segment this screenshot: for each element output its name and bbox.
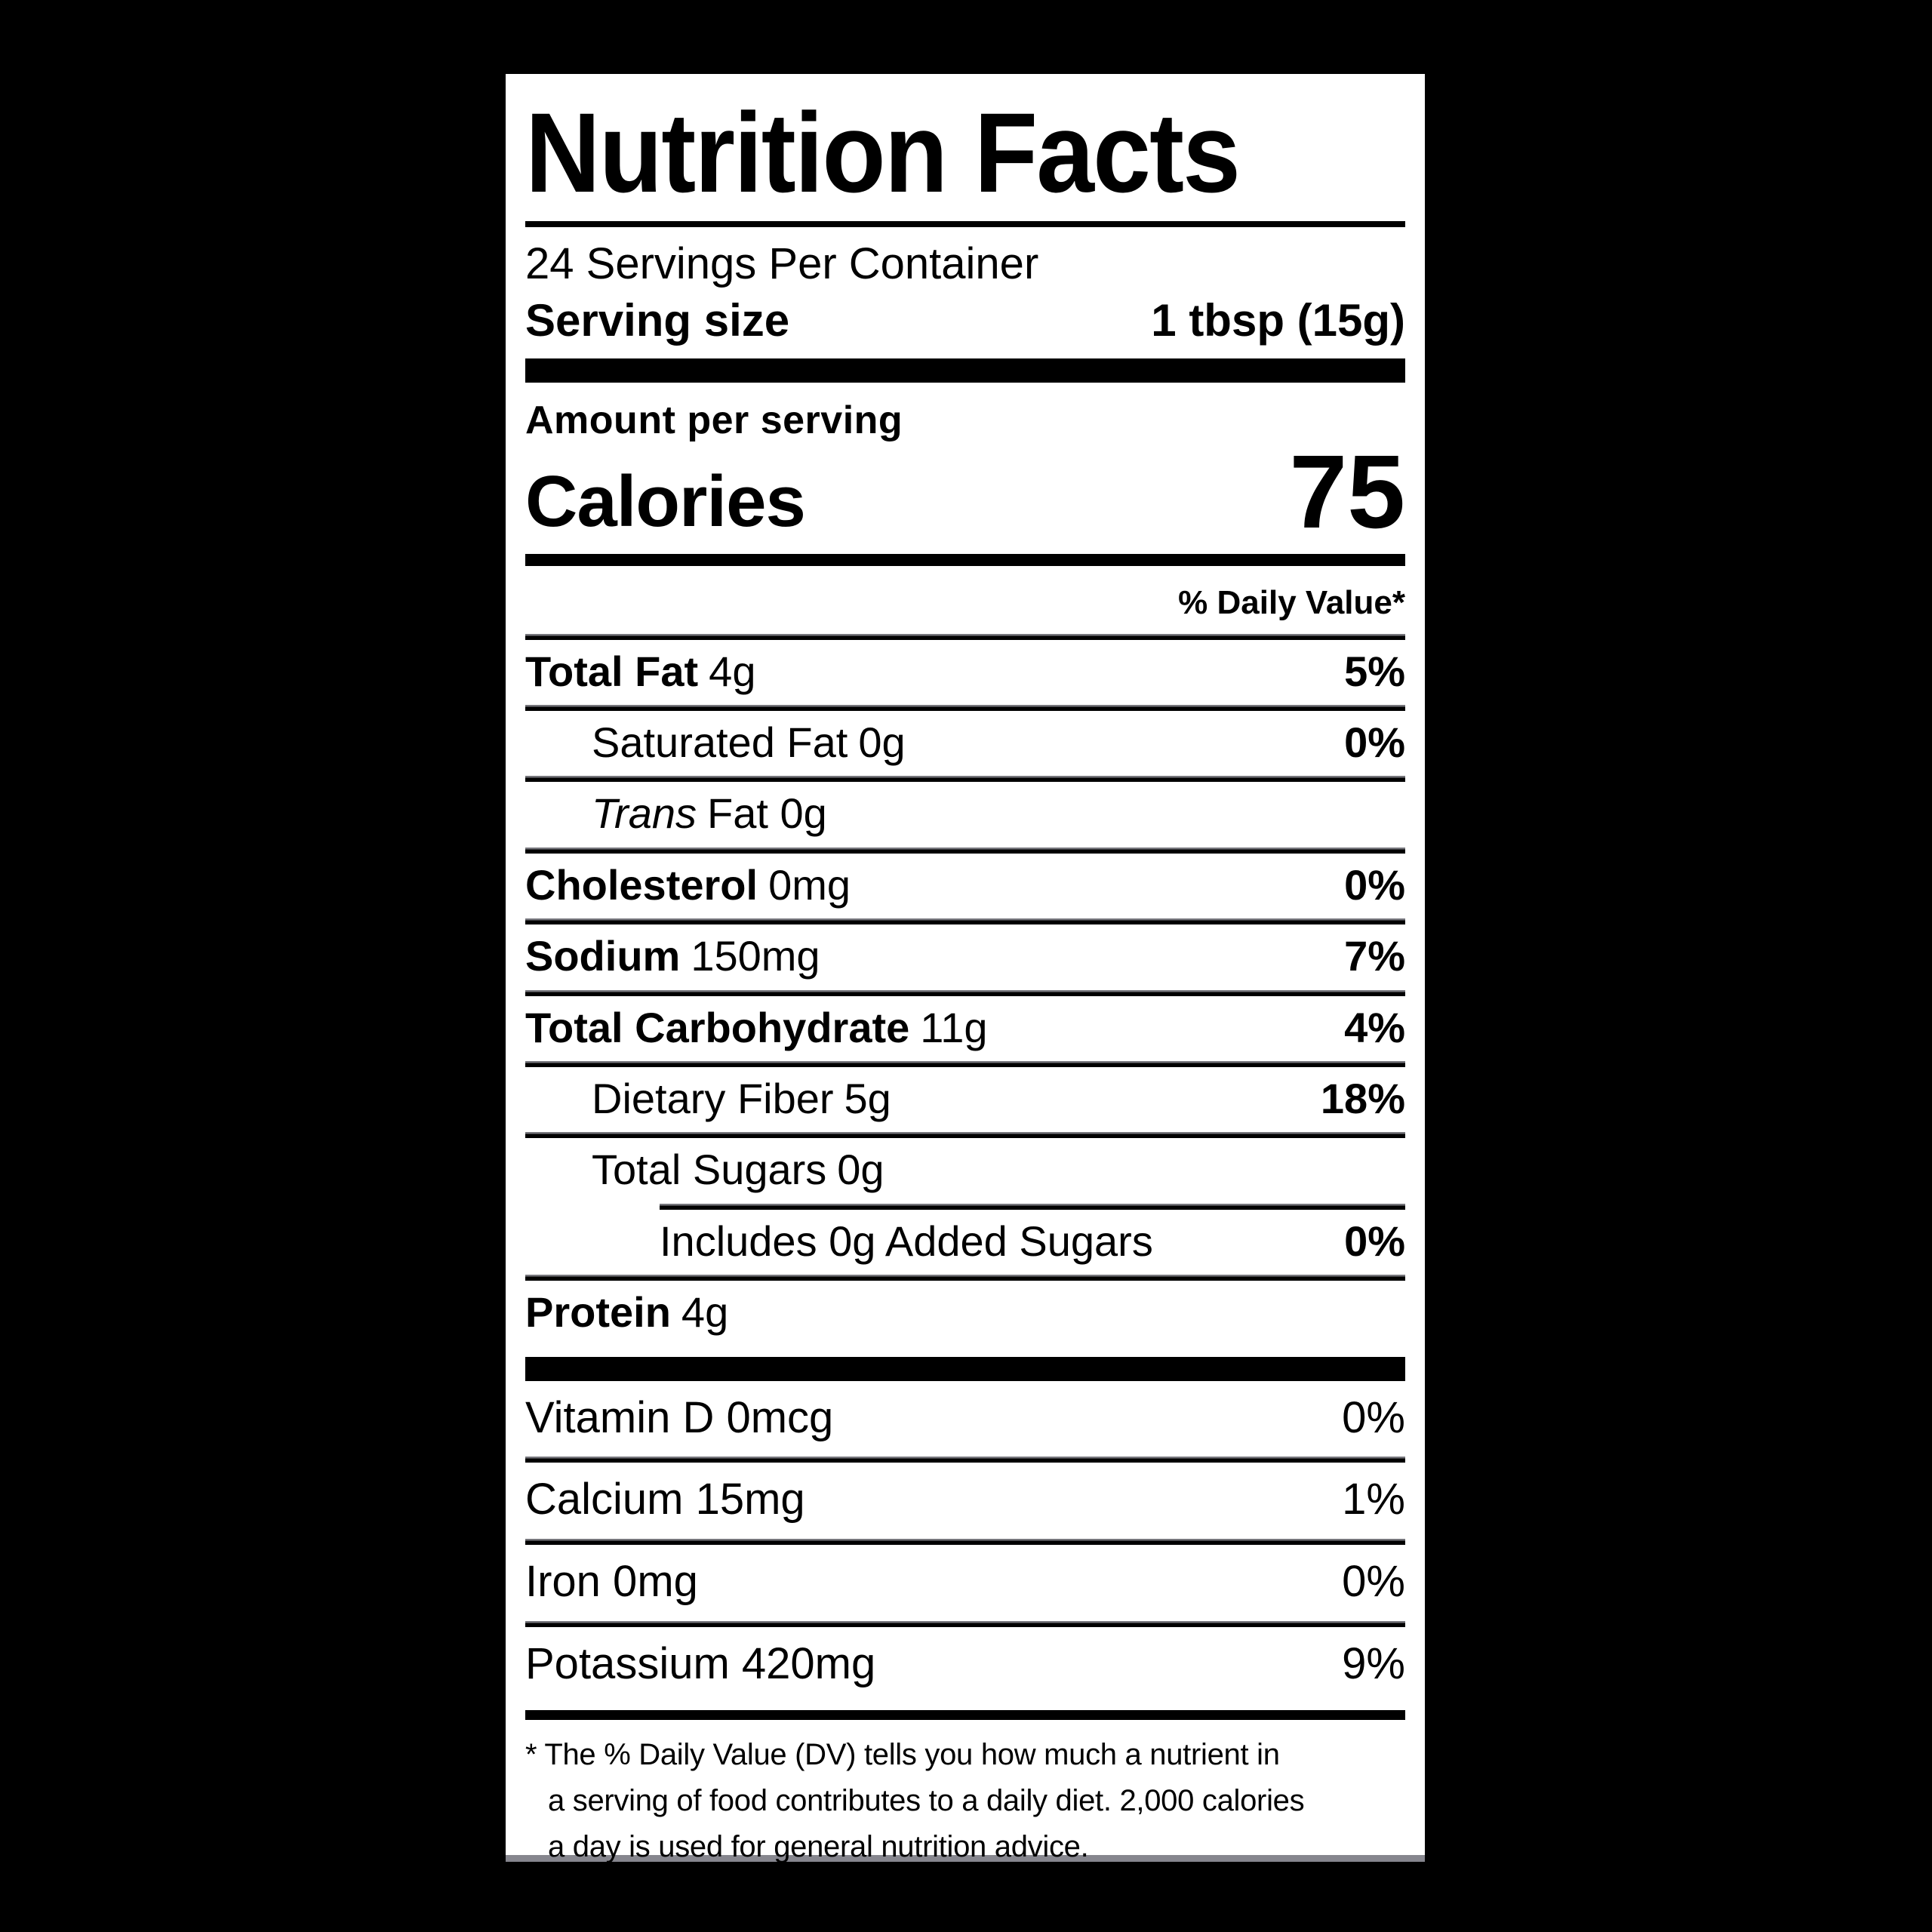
- nutrient-name: Sodium: [525, 932, 681, 980]
- micro-row-calcium: Calcium 15mg 1%: [525, 1463, 1405, 1539]
- nutrient-name: Includes 0g Added Sugars: [660, 1217, 1153, 1265]
- row-rule: [525, 918, 1405, 925]
- nutrient-row-dietary-fiber: Dietary Fiber 5g 18%: [525, 1067, 1405, 1132]
- row-rule: [525, 1132, 1405, 1139]
- serving-size-row: Serving size 1 tbsp (15g): [525, 294, 1405, 346]
- row-rule: [525, 1060, 1405, 1067]
- row-rule: [525, 705, 1405, 712]
- nutrient-amount: 4g: [709, 647, 756, 695]
- micro-row-potassium: Potassium 420mg 9%: [525, 1627, 1405, 1703]
- nutrient-row-saturated-fat: Saturated Fat 0g 0%: [525, 711, 1405, 776]
- row-rule: [525, 1457, 1405, 1463]
- row-rule: [525, 776, 1405, 783]
- nutrient-row-added-sugars: Includes 0g Added Sugars 0%: [525, 1210, 1405, 1275]
- title-rule: [525, 221, 1405, 227]
- nutrient-dv: 0%: [1344, 1217, 1405, 1265]
- calories-label: Calories: [525, 460, 806, 542]
- micro-label: Iron 0mg: [525, 1556, 698, 1606]
- nutrient-row-trans-fat: Trans Fat 0g: [525, 782, 1405, 847]
- thick-bar-top: [525, 358, 1405, 383]
- nutrient-amount: 5g: [844, 1074, 891, 1122]
- serving-size-label: Serving size: [525, 294, 790, 346]
- micro-label: Potassium 420mg: [525, 1638, 876, 1688]
- nutrient-name: Total Fat: [525, 647, 699, 695]
- daily-value-header: % Daily Value*: [1178, 583, 1405, 621]
- nutrient-name: Dietary Fiber: [592, 1074, 834, 1122]
- footnote-bar: [525, 1710, 1405, 1721]
- row-rule: [525, 1620, 1405, 1627]
- micro-dv: 0%: [1342, 1392, 1405, 1442]
- nutrient-dv: 4%: [1344, 1003, 1405, 1051]
- micro-dv: 9%: [1342, 1638, 1405, 1688]
- footnote-line: a day is used for general nutrition advi…: [548, 1830, 1089, 1864]
- nutrient-name: Saturated Fat: [592, 718, 848, 767]
- nutrient-name: Cholesterol: [525, 860, 758, 909]
- calories-value: 75: [1289, 433, 1406, 550]
- nutrient-amount: 0mg: [768, 860, 851, 909]
- nutrient-amount: 0g: [837, 1146, 884, 1194]
- nutrient-dv: 5%: [1344, 647, 1405, 695]
- nutrient-row-total-fat: Total Fat 4g 5%: [525, 640, 1405, 705]
- nutrient-row-cholesterol: Cholesterol 0mg 0%: [525, 854, 1405, 918]
- nutrition-facts-label: Nutrition Facts 24 Servings Per Containe…: [506, 74, 1425, 1863]
- micro-row-vitamin-d: Vitamin D 0mcg 0%: [525, 1381, 1405, 1457]
- nutrient-dv: 7%: [1344, 932, 1405, 980]
- nutrient-name: Trans: [592, 789, 697, 838]
- thick-bar-bottom: [525, 1356, 1405, 1381]
- micro-dv: 0%: [1342, 1556, 1405, 1606]
- header-rule: [525, 633, 1405, 640]
- micro-dv: 1%: [1342, 1475, 1405, 1524]
- micro-label: Vitamin D 0mcg: [525, 1392, 834, 1442]
- added-sugars-rule: [660, 1203, 1405, 1210]
- calories-bar: [525, 553, 1405, 566]
- nutrient-amount: 150mg: [691, 932, 820, 980]
- row-rule: [525, 989, 1405, 996]
- label-title: Nutrition Facts: [525, 89, 1241, 216]
- nutrient-name: Protein: [525, 1288, 671, 1337]
- nutrient-row-total-sugars: Total Sugars 0g: [525, 1138, 1405, 1203]
- row-rule: [525, 1538, 1405, 1545]
- serving-size-value: 1 tbsp (15g): [1151, 294, 1405, 346]
- footnote-line: * The % Daily Value (DV) tells you how m…: [525, 1738, 1280, 1772]
- nutrient-dv: 18%: [1320, 1074, 1405, 1122]
- nutrient-row-sodium: Sodium 150mg 7%: [525, 924, 1405, 989]
- micro-row-iron: Iron 0mg 0%: [525, 1545, 1405, 1621]
- servings-per-container: 24 Servings Per Container: [525, 239, 1039, 288]
- micro-label: Calcium 15mg: [525, 1475, 805, 1524]
- nutrient-dv: 0%: [1344, 860, 1405, 909]
- nutrient-row-total-carbohydrate: Total Carbohydrate 11g 4%: [525, 996, 1405, 1061]
- row-rule: [525, 847, 1405, 854]
- nutrient-dv: 0%: [1344, 718, 1405, 767]
- nutrient-row-protein: Protein 4g: [525, 1281, 1405, 1346]
- nutrient-name: Total Carbohydrate: [525, 1003, 910, 1051]
- nutrient-amount: Fat 0g: [707, 789, 827, 838]
- footnote: * The % Daily Value (DV) tells you how m…: [525, 1720, 1405, 1870]
- nutrient-amount: 4g: [681, 1288, 729, 1337]
- nutrient-amount: 11g: [920, 1003, 988, 1051]
- nutrient-amount: 0g: [858, 718, 906, 767]
- footnote-line: a serving of food contributes to a daily…: [548, 1784, 1305, 1818]
- nutrient-name: Total Sugars: [592, 1146, 827, 1194]
- calories-row: Calories 75: [525, 433, 1406, 550]
- row-rule: [525, 1275, 1405, 1281]
- amount-per-serving: Amount per serving: [525, 398, 903, 442]
